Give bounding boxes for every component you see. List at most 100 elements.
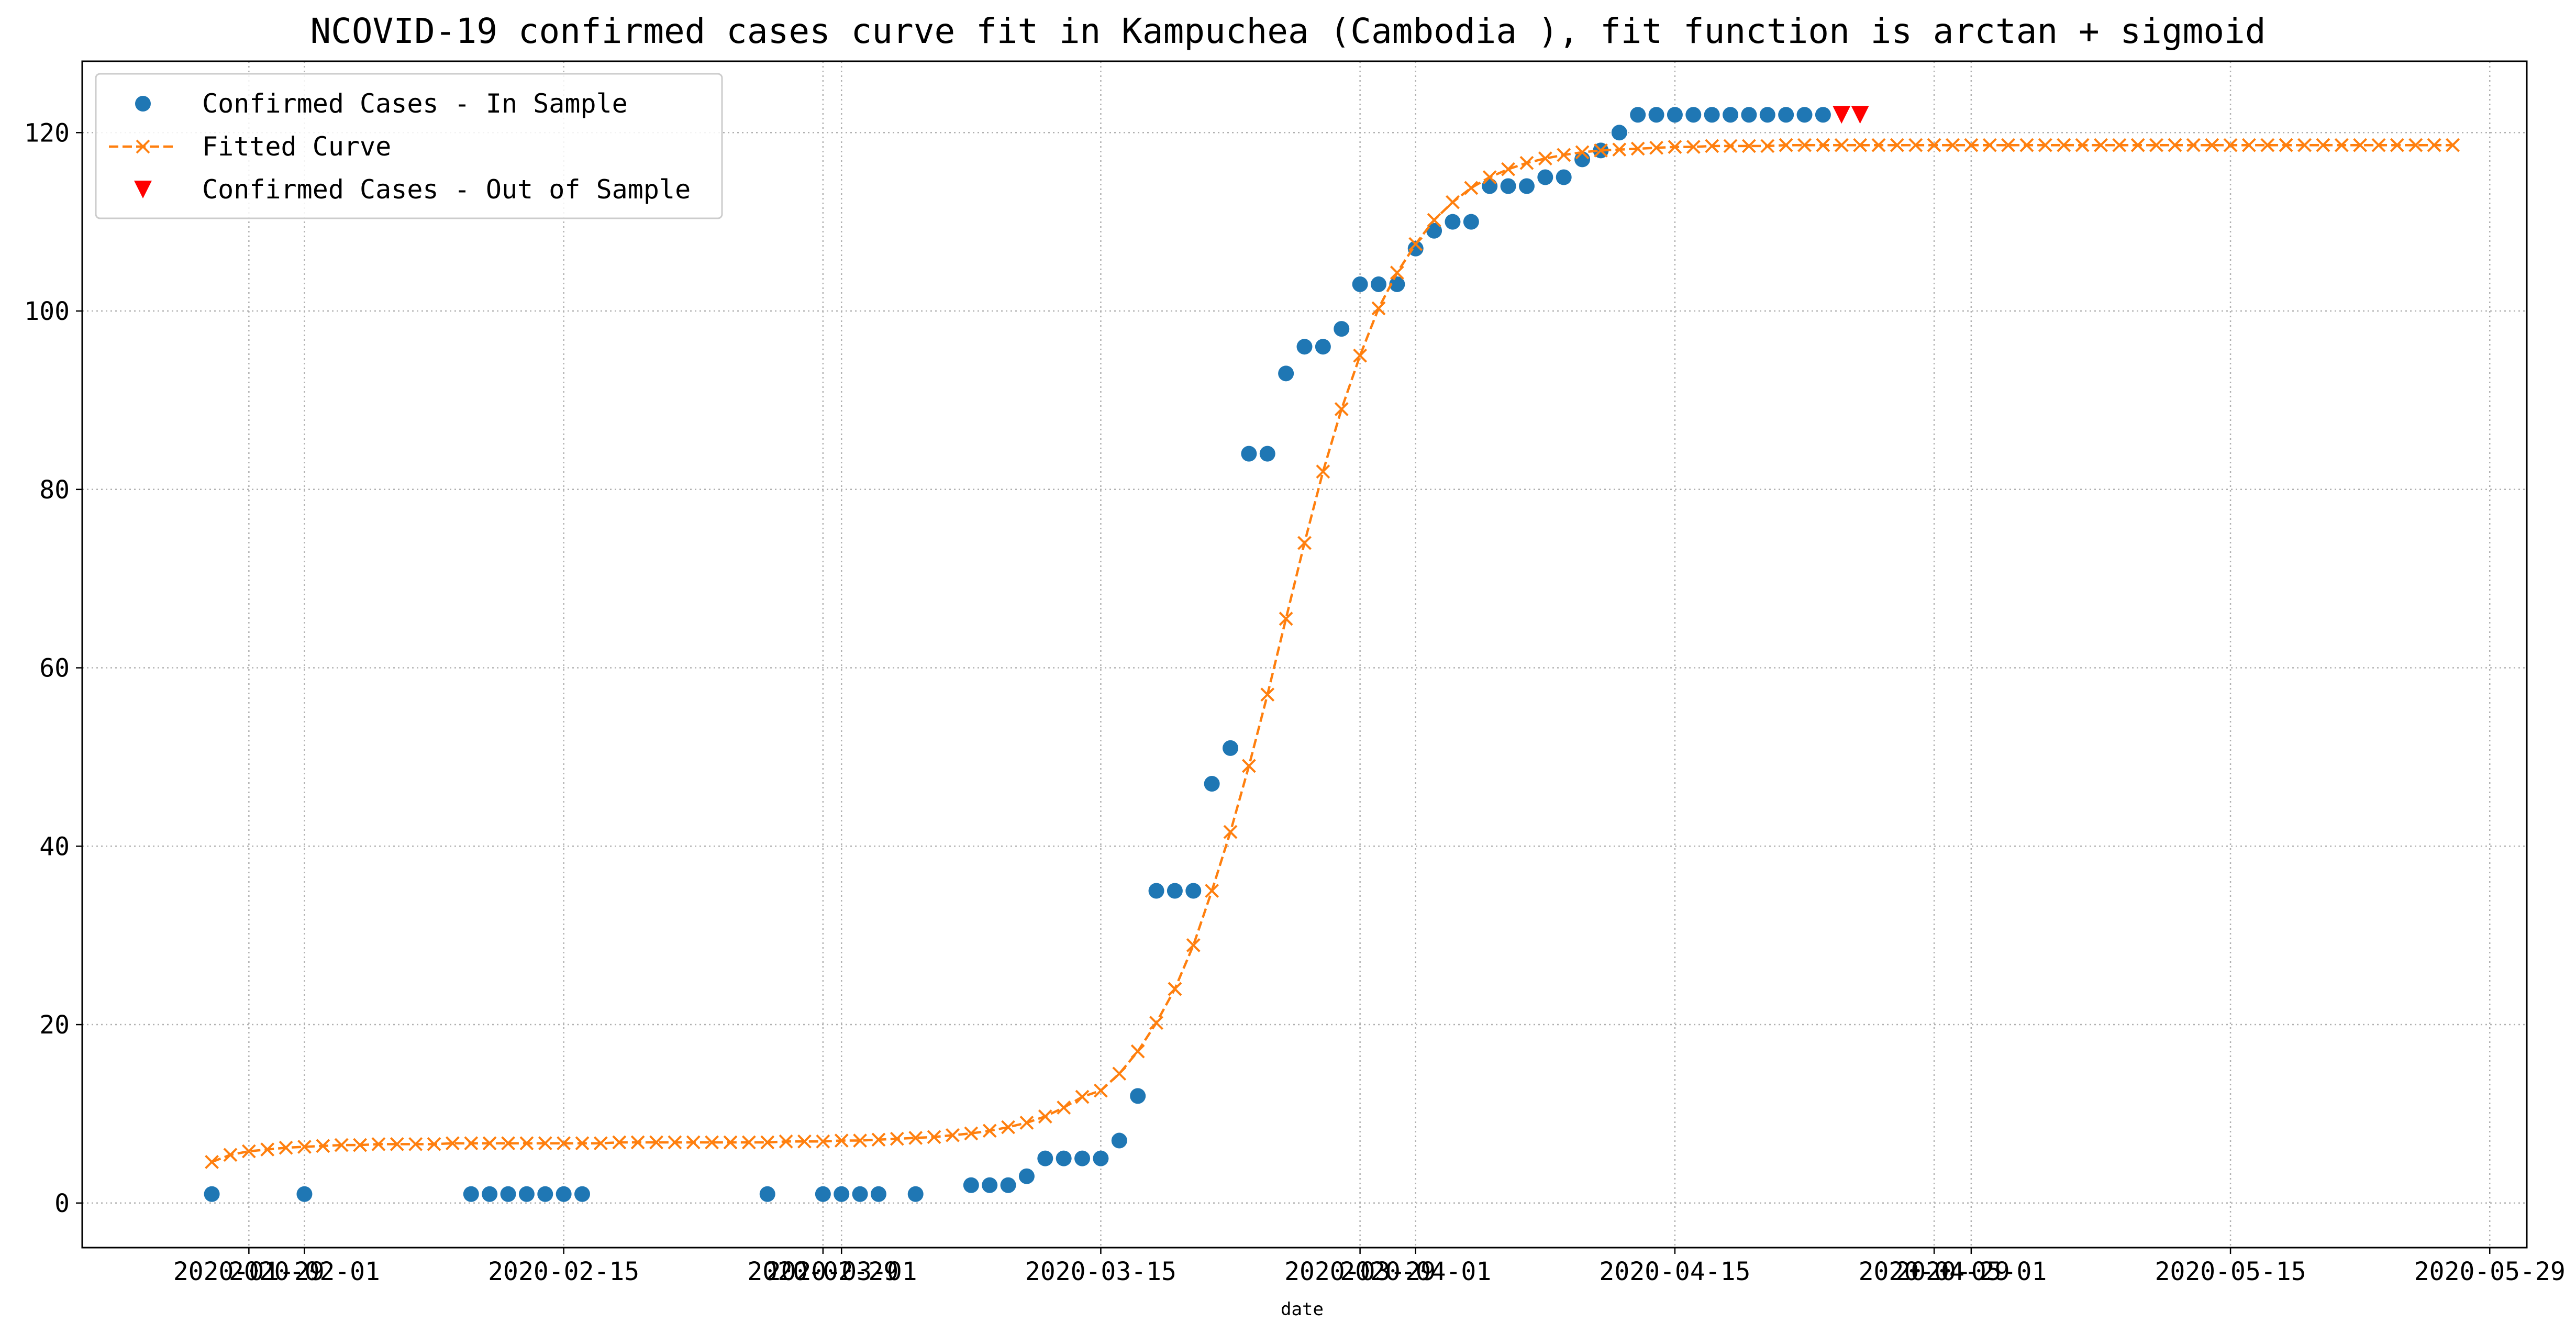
x-tick-label: 2020-02-29 (747, 1257, 898, 1286)
in-sample-point (815, 1186, 831, 1202)
fitted-curve-point (1353, 348, 1368, 363)
fitted-curve-point (1612, 142, 1627, 157)
series-2 (205, 138, 2460, 1169)
in-sample-point (1630, 107, 1646, 123)
fitted-curve-point (927, 1130, 941, 1144)
x-tick-label: 2020-02-01 (229, 1257, 380, 1286)
fitted-curve-point (2168, 138, 2182, 152)
x-tick-label: 2020-02-15 (488, 1257, 639, 1286)
in-sample-point (870, 1186, 886, 1202)
fitted-curve-point (1408, 237, 1423, 251)
in-sample-point (1611, 125, 1627, 141)
y-tick-label: 0 (54, 1189, 70, 1218)
legend: Confirmed Cases - In Sample Fitted Curve C… (95, 73, 723, 219)
plot-frame (81, 60, 2528, 1249)
in-sample-point (482, 1186, 498, 1202)
in-sample-point (907, 1186, 924, 1202)
x-tick-label: 2020-01-29 (173, 1257, 325, 1286)
fitted-curve-point (1705, 139, 1719, 153)
fitted-curve-point (2075, 138, 2090, 152)
in-sample-point (1815, 107, 1831, 123)
fitted-curve-point (1686, 140, 1701, 154)
fitted-curve-point (1871, 138, 1886, 152)
fitted-curve-point (2353, 138, 2368, 152)
fitted-curve-point (1094, 1083, 1108, 1098)
fitted-curve-point (2408, 138, 2423, 152)
out-of-sample-point (1833, 106, 1851, 124)
fitted-curve-point (723, 1135, 738, 1150)
fitted-curve-point (2260, 138, 2275, 152)
fitted-curve-point (575, 1136, 590, 1151)
in-sample-point (1778, 107, 1794, 123)
in-sample-point (834, 1186, 850, 1202)
fitted-curve-point (2149, 138, 2163, 152)
fitted-curve-point (2057, 138, 2071, 152)
fitted-curve-point (334, 1138, 349, 1152)
fitted-curve-point (297, 1140, 312, 1154)
in-sample-point (1334, 321, 1350, 337)
in-sample-point (1463, 214, 1479, 230)
fitted-curve-point (1946, 138, 1960, 152)
fitted-curve-point (1019, 1116, 1034, 1130)
fitted-curve-point (2205, 138, 2219, 152)
fitted-curve-point (501, 1136, 515, 1151)
fitted-curve-point (964, 1126, 979, 1141)
fitted-curve-point (1927, 138, 1941, 152)
fitted-curve-point (1760, 139, 1775, 153)
fitted-curve-point (1908, 138, 1923, 152)
in-sample-point (518, 1186, 535, 1202)
fitted-curve-point (982, 1124, 997, 1138)
in-sample-point (852, 1186, 868, 1202)
in-sample-point (1500, 178, 1516, 194)
fitted-curve-point (371, 1137, 386, 1151)
series-layer (204, 106, 2460, 1202)
fitted-curve-point (1446, 195, 1460, 209)
in-sample-point (963, 1177, 979, 1193)
fitted-curve-point (1205, 884, 1219, 898)
x-tick-label: 2020-04-15 (1599, 1257, 1750, 1286)
x-axis-label: date (1281, 1299, 1324, 1320)
fitted-curve-point (2001, 138, 2016, 152)
fitted-curve-point (2130, 138, 2145, 152)
fitted-curve-point (1519, 155, 1534, 170)
in-sample-point (1296, 339, 1313, 355)
fitted-curve-point (519, 1136, 534, 1151)
in-sample-point (1259, 446, 1275, 462)
in-sample-point (1130, 1088, 1146, 1104)
in-sample-point (1167, 883, 1183, 899)
fitted-curve-point (390, 1137, 404, 1151)
fitted-curve-point (1241, 759, 1256, 773)
in-sample-point (1685, 107, 1702, 123)
fitted-curve-point (482, 1136, 497, 1151)
in-sample-point (1093, 1150, 1109, 1166)
legend-box (95, 73, 723, 219)
fitted-curve-point (1297, 536, 1312, 550)
legend-marker-triangle (134, 181, 152, 198)
fitted-curve-point (2371, 138, 2386, 152)
fitted-curve-point (1112, 1066, 1127, 1081)
fitted-curve-point (2038, 138, 2052, 152)
fitted-curve-point (1557, 148, 1571, 162)
fitted-curve-point (279, 1140, 293, 1155)
fitted-curve-point (1982, 138, 1997, 152)
fitted-curve-point (1630, 141, 1645, 156)
fitted-curve-point (1538, 151, 1552, 166)
in-sample-point (759, 1186, 775, 1202)
fitted-curve-point (779, 1134, 793, 1149)
fitted-curve-point (1279, 612, 1293, 626)
fitted-curve-point (1038, 1109, 1052, 1124)
fitted-curve-point (1371, 301, 1386, 316)
legend-marker-x (136, 139, 150, 154)
fitted-curve-point (649, 1135, 663, 1150)
fitted-curve-point (2427, 138, 2441, 152)
fitted-curve-point (2446, 138, 2460, 152)
y-tick-label: 120 (24, 118, 70, 148)
in-sample-point (574, 1186, 591, 1202)
fitted-curve-point (223, 1148, 238, 1162)
fitted-curve-point (2094, 138, 2108, 152)
fitted-curve-point (1001, 1120, 1015, 1135)
in-sample-point (1370, 276, 1386, 292)
in-sample-point (500, 1186, 516, 1202)
fitted-curve-point (668, 1135, 682, 1150)
